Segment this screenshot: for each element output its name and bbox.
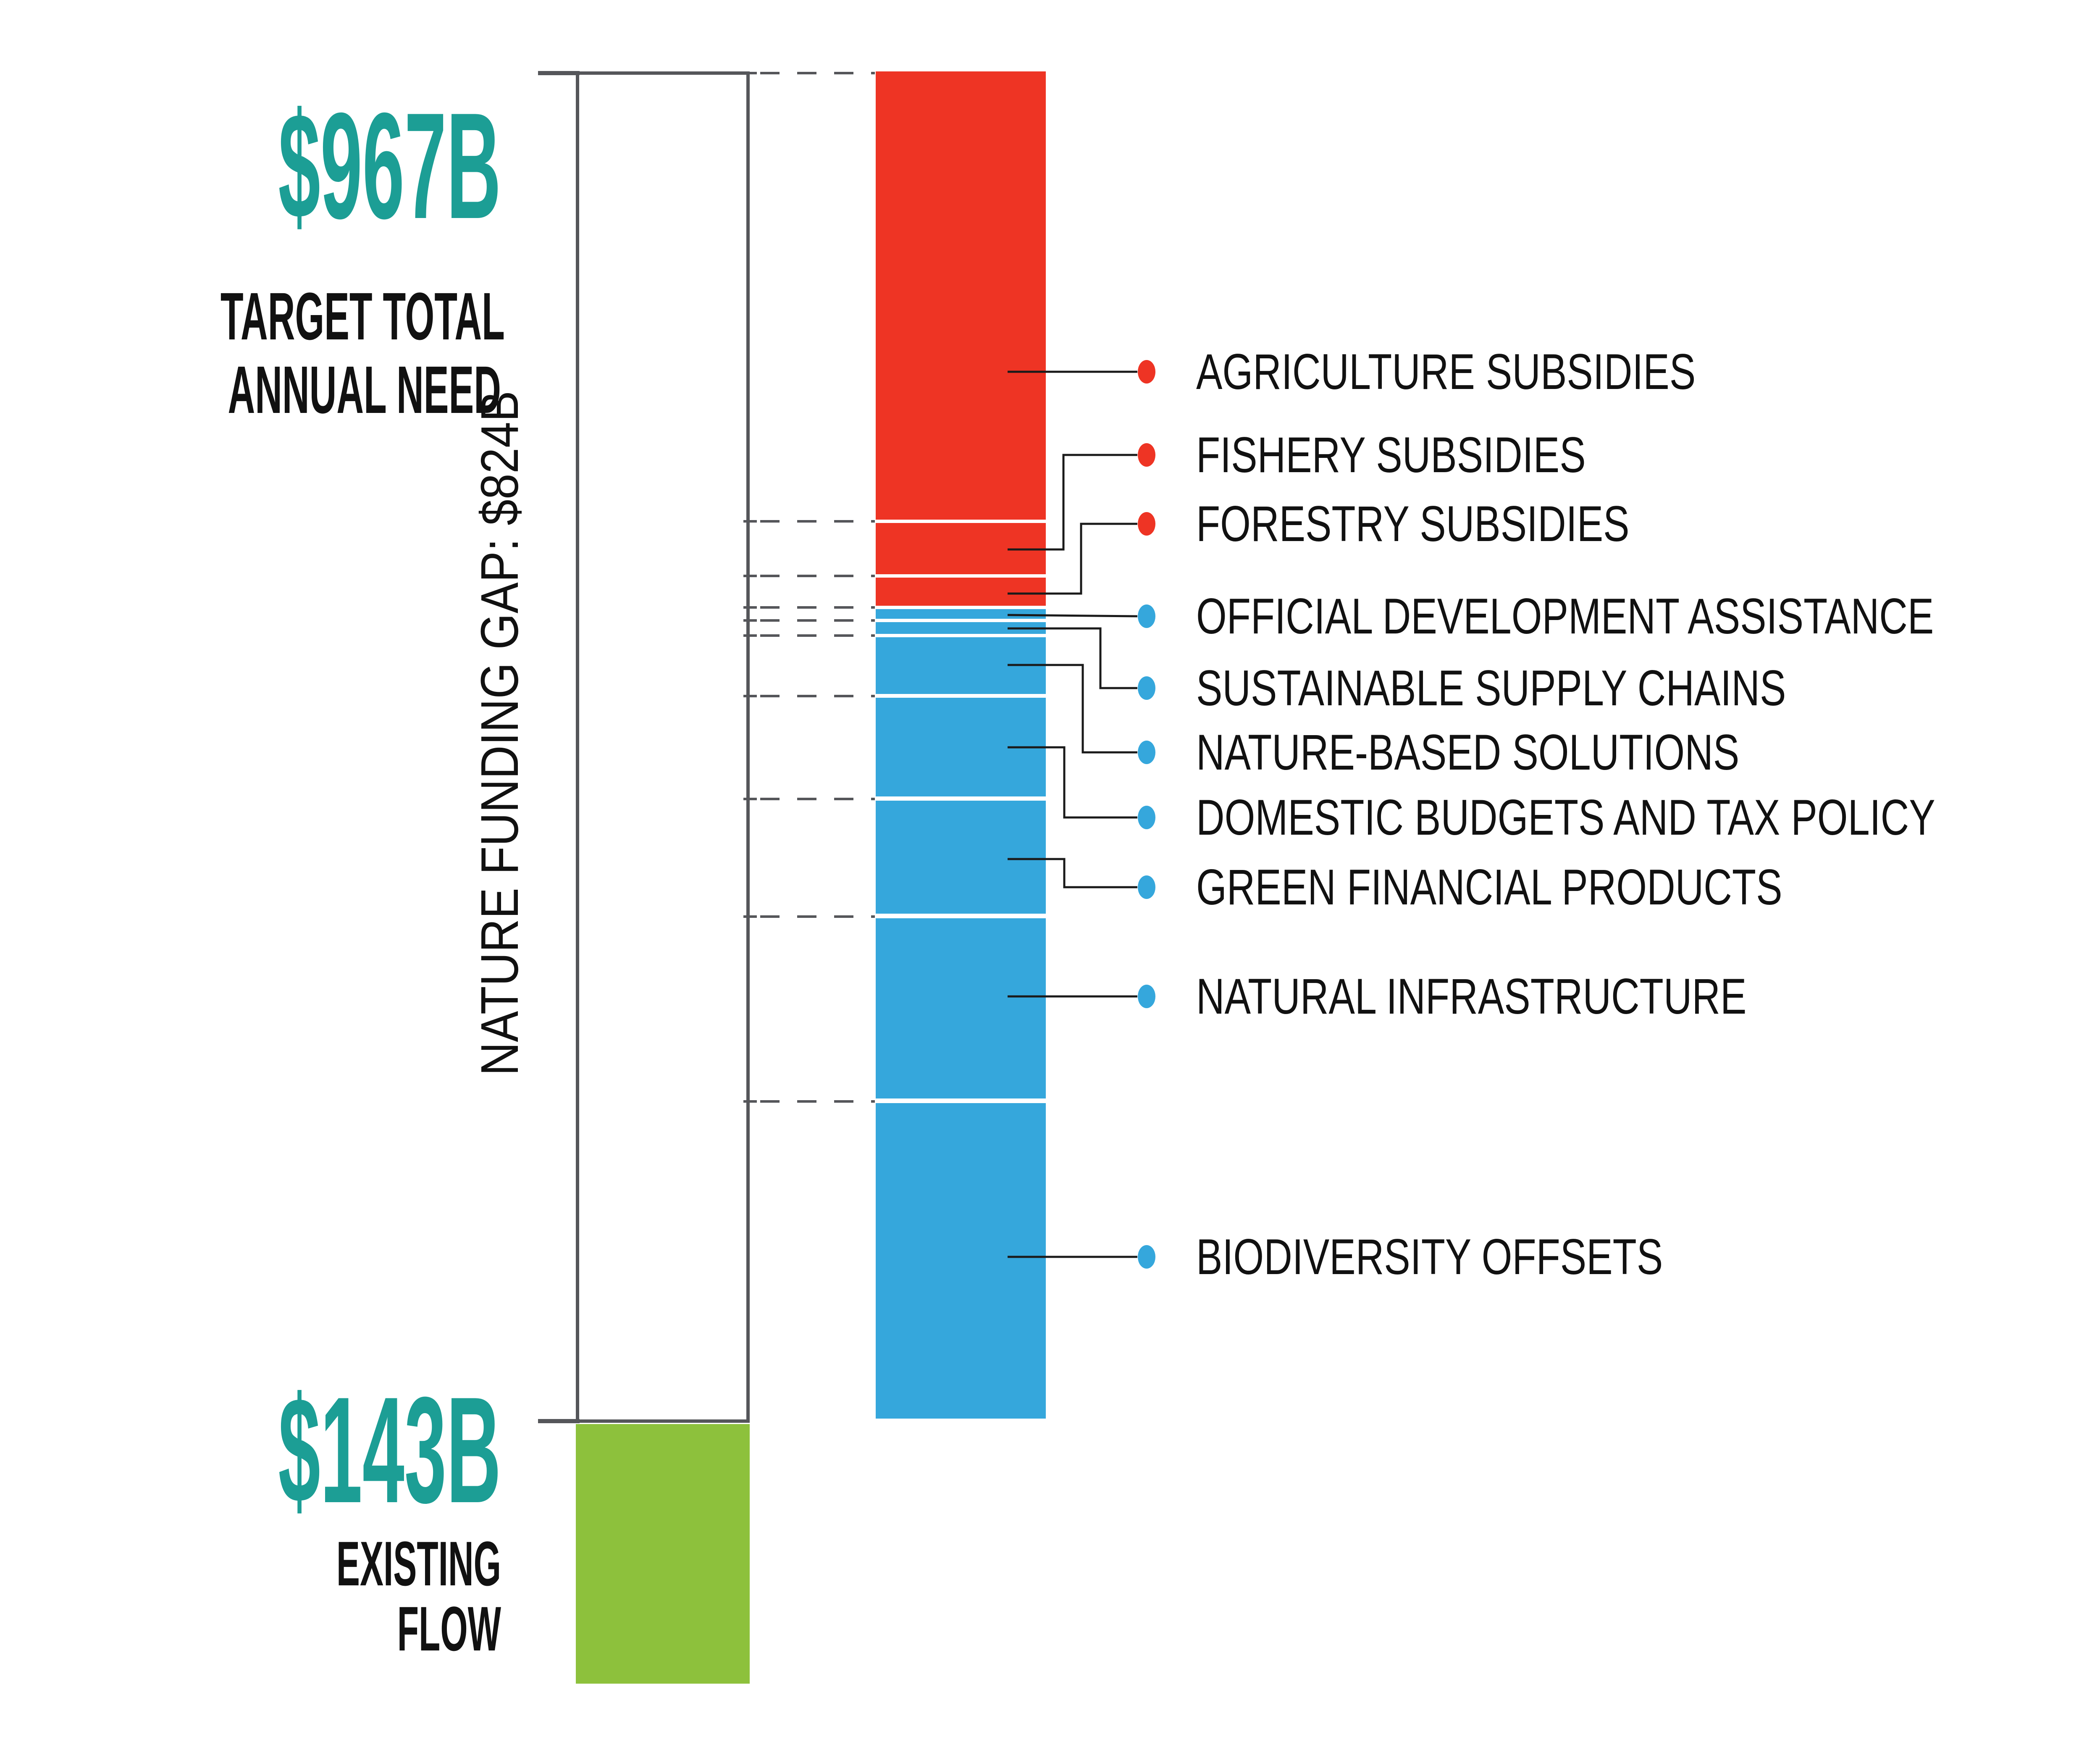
label-text-sustainable-supply-chains: SUSTAINABLE SUPPLY CHAINS (1196, 660, 1786, 716)
connector-domestic-budgets-and-tax-policy (1008, 746, 1137, 819)
label-forestry-subsidies: FORESTRY SUBSIDIES (1196, 499, 1752, 549)
label-text-forestry-subsidies: FORESTRY SUBSIDIES (1196, 496, 1630, 552)
target-caption: TARGET TOTAL ANNUAL NEED (220, 279, 505, 427)
label-text-fishery-subsidies: FISHERY SUBSIDIES (1196, 427, 1586, 483)
dot-forestry-subsidies (1138, 512, 1155, 536)
dot-official-development-assistance (1138, 604, 1155, 628)
label-official-development-assistance: OFFICIAL DEVELOPMENT ASSISTANCE (1196, 591, 2100, 641)
segment-official-development-assistance (876, 609, 1046, 619)
dot-fishery-subsidies (1138, 443, 1155, 467)
existing-flow-bar (576, 1424, 750, 1684)
connector-fishery-subsidies (1008, 454, 1137, 551)
label-sustainable-supply-chains: SUSTAINABLE SUPPLY CHAINS (1196, 663, 1953, 713)
connector-green-financial-products (1008, 858, 1137, 888)
label-fishery-subsidies: FISHERY SUBSIDIES (1196, 430, 1696, 480)
dot-nature-based-solutions (1138, 741, 1155, 764)
label-biodiversity-offsets: BIODIVERSITY OFFSETS (1196, 1232, 1795, 1282)
dot-domestic-budgets-and-tax-policy (1138, 806, 1155, 829)
label-nature-based-solutions: NATURE-BASED SOLUTIONS (1196, 727, 1893, 778)
existing-amount: $143B (278, 1366, 501, 1535)
dot-biodiversity-offsets (1138, 1245, 1155, 1269)
target-caption-line1: TARGET TOTAL (220, 279, 505, 354)
target-caption-line2: ANNUAL NEED (228, 352, 501, 427)
label-text-green-financial-products: GREEN FINANCIAL PRODUCTS (1196, 859, 1782, 915)
segment-green-financial-products (876, 801, 1046, 914)
label-green-financial-products: GREEN FINANCIAL PRODUCTS (1196, 862, 1948, 912)
label-natural-infrastructure: NATURAL INFRASTRUCTURE (1196, 971, 1902, 1022)
target-total-bar (576, 71, 750, 1423)
existing-caption-line2: FLOW (397, 1593, 501, 1664)
dot-agriculture-subsidies (1138, 360, 1155, 384)
segment-agriculture-subsidies (876, 71, 1046, 520)
label-text-nature-based-solutions: NATURE-BASED SOLUTIONS (1196, 724, 1740, 780)
label-text-biodiversity-offsets: BIODIVERSITY OFFSETS (1196, 1229, 1663, 1285)
label-agriculture-subsidies: AGRICULTURE SUBSIDIES (1196, 347, 1837, 397)
dot-green-financial-products (1138, 875, 1155, 899)
label-text-domestic-budgets-and-tax-policy: DOMESTIC BUDGETS AND TAX POLICY (1196, 789, 1935, 846)
label-text-natural-infrastructure: NATURAL INFRASTRUCTURE (1196, 968, 1747, 1025)
target-amount: $967B (278, 81, 501, 250)
dot-sustainable-supply-chains (1138, 676, 1155, 700)
connector-nature-based-solutions (1008, 664, 1137, 754)
existing-caption-line1: EXISTING (336, 1528, 501, 1599)
existing-caption: EXISTING FLOW (220, 1531, 501, 1661)
dot-natural-infrastructure (1138, 985, 1155, 1008)
label-domestic-budgets-and-tax-policy: DOMESTIC BUDGETS AND TAX POLICY (1196, 792, 2100, 843)
label-text-official-development-assistance: OFFICIAL DEVELOPMENT ASSISTANCE (1196, 588, 1934, 644)
label-text-agriculture-subsidies: AGRICULTURE SUBSIDIES (1196, 344, 1696, 400)
connector-sustainable-supply-chains (1008, 627, 1137, 689)
segment-forestry-subsidies (876, 578, 1046, 606)
segment-natural-infrastructure (876, 918, 1046, 1098)
connector-forestry-subsidies (1008, 523, 1137, 595)
segment-biodiversity-offsets (876, 1103, 1046, 1419)
connector-official-development-assistance (1007, 614, 1138, 618)
